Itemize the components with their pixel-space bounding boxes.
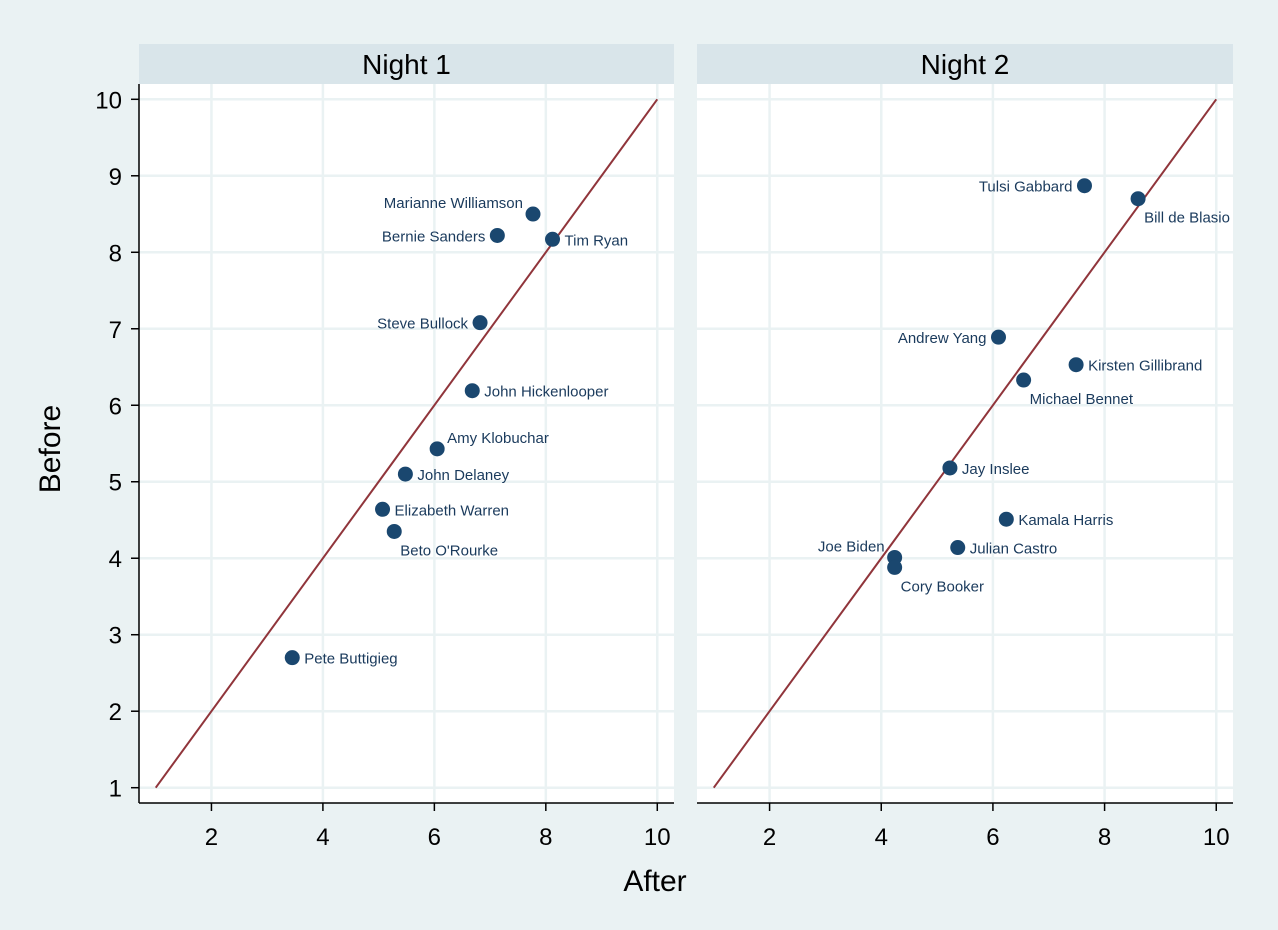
x-tick-label: 4 bbox=[875, 824, 888, 851]
x-tick-label: 10 bbox=[644, 824, 671, 851]
data-point-label: Julian Castro bbox=[970, 541, 1058, 558]
data-point bbox=[545, 231, 561, 247]
data-point bbox=[1068, 357, 1084, 373]
x-tick-label: 2 bbox=[763, 824, 776, 851]
x-tick-label: 6 bbox=[428, 824, 441, 851]
data-point-label: Kamala Harris bbox=[1018, 512, 1113, 529]
y-tick-label: 2 bbox=[109, 699, 122, 726]
data-point bbox=[429, 441, 445, 457]
data-point bbox=[386, 523, 402, 539]
data-point-label: Michael Bennet bbox=[1030, 391, 1134, 408]
data-point-label: Bernie Sanders bbox=[382, 228, 485, 245]
data-point-label: Marianne Williamson bbox=[384, 195, 523, 212]
data-point bbox=[464, 383, 480, 399]
y-tick-label: 4 bbox=[109, 546, 122, 573]
y-tick-label: 3 bbox=[109, 623, 122, 650]
data-point-label: Cory Booker bbox=[901, 578, 984, 595]
data-point-label: Andrew Yang bbox=[898, 330, 987, 347]
data-point-label: Amy Klobuchar bbox=[447, 430, 549, 447]
data-point bbox=[1076, 178, 1092, 194]
data-point-label: Pete Buttigieg bbox=[304, 651, 397, 668]
y-tick-label: 9 bbox=[109, 164, 122, 191]
data-point-label: Bill de Blasio bbox=[1144, 210, 1230, 227]
x-tick-label: 2 bbox=[205, 824, 218, 851]
y-tick-label: 6 bbox=[109, 393, 122, 420]
data-point bbox=[489, 227, 505, 243]
data-point bbox=[525, 206, 541, 222]
panel-header bbox=[697, 44, 1233, 84]
y-tick-label: 1 bbox=[109, 776, 122, 803]
reference-line bbox=[154, 98, 659, 789]
y-axis-title: Before bbox=[34, 405, 67, 493]
y-tick-label: 10 bbox=[95, 87, 122, 114]
data-point bbox=[942, 460, 958, 476]
data-point-label: Elizabeth Warren bbox=[395, 502, 510, 519]
y-tick-label: 7 bbox=[109, 317, 122, 344]
panel-header bbox=[139, 44, 674, 84]
x-tick-label: 4 bbox=[316, 824, 329, 851]
data-point-label: Steve Bullock bbox=[377, 316, 468, 333]
panel-title: Night 1 bbox=[362, 49, 451, 80]
x-tick-label: 6 bbox=[986, 824, 999, 851]
reference-line bbox=[712, 98, 1218, 789]
panel-2: Night 2 2 4 6 8 10 Tulsi Gabbard Bill de Blasio… bbox=[697, 44, 1233, 851]
data-point bbox=[1130, 191, 1146, 207]
data-point-label: Tulsi Gabbard bbox=[979, 179, 1073, 196]
x-tick-label: 8 bbox=[1098, 824, 1111, 851]
data-point-label: Joe Biden bbox=[818, 538, 885, 555]
data-point bbox=[950, 540, 966, 556]
data-point bbox=[887, 559, 903, 575]
data-point-label: John Delaney bbox=[417, 467, 509, 484]
data-point bbox=[998, 511, 1014, 527]
data-point bbox=[991, 329, 1006, 345]
data-point-label: Kirsten Gillibrand bbox=[1088, 358, 1202, 375]
data-point-label: Beto O'Rourke bbox=[400, 542, 498, 559]
data-point bbox=[284, 650, 300, 666]
data-point-label: Jay Inslee bbox=[962, 461, 1030, 478]
data-point bbox=[472, 315, 488, 331]
x-axis-title: After bbox=[623, 865, 686, 898]
panel-title: Night 2 bbox=[921, 49, 1010, 80]
y-tick-label: 5 bbox=[109, 470, 122, 497]
y-tick-label: 8 bbox=[109, 240, 122, 267]
data-point-label: Tim Ryan bbox=[565, 232, 629, 249]
x-tick-label: 10 bbox=[1203, 824, 1230, 851]
data-point bbox=[375, 501, 391, 517]
data-point bbox=[1016, 372, 1032, 388]
data-point bbox=[397, 466, 413, 482]
data-point-label: John Hickenlooper bbox=[484, 384, 608, 401]
x-tick-label: 8 bbox=[539, 824, 552, 851]
